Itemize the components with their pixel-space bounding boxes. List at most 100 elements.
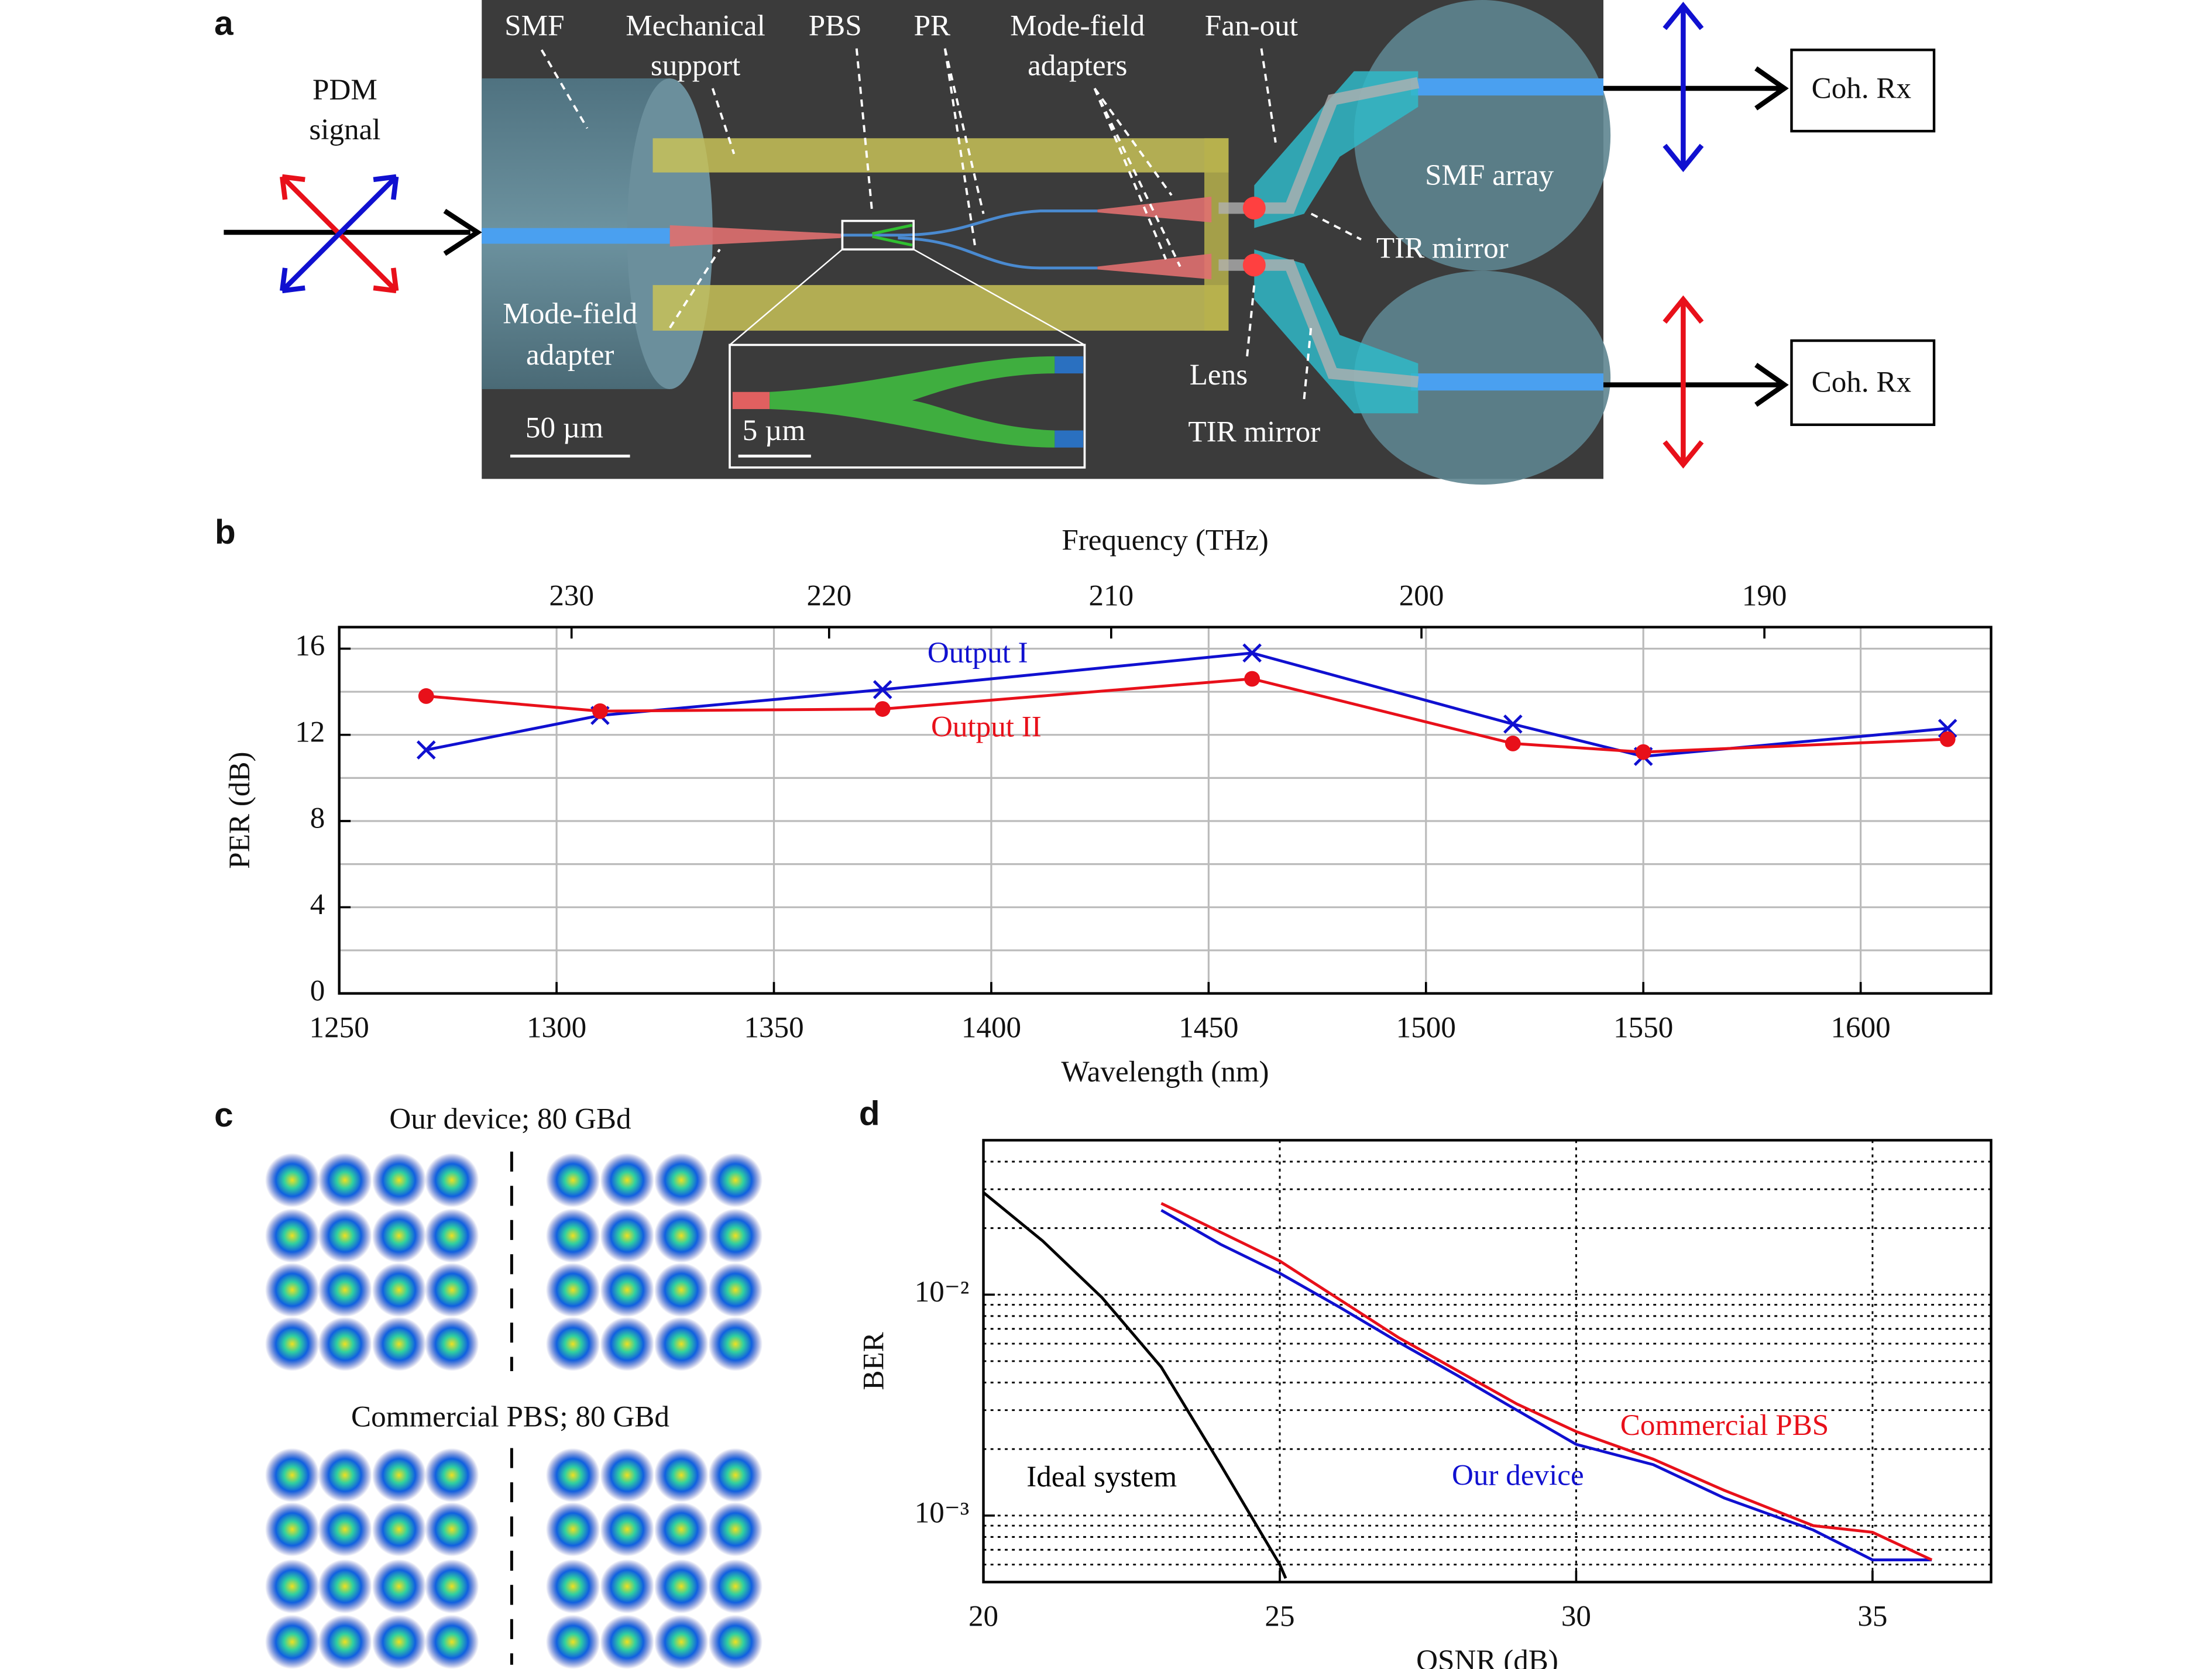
constellation-point (654, 1317, 709, 1371)
lens (1242, 253, 1266, 277)
x2-tick-label: 230 (549, 579, 594, 613)
constellation-point (600, 1153, 654, 1207)
constellation-point (600, 1502, 654, 1557)
taper (1097, 197, 1212, 222)
scale-label: 50 µm (525, 411, 603, 444)
constellation-point (318, 1262, 372, 1317)
output-arrow (1603, 66, 1789, 407)
constellation-point (708, 1153, 763, 1207)
series-line (1160, 1208, 1932, 1561)
panel-label: b (215, 513, 236, 551)
label: TIR mirror (1188, 415, 1320, 449)
constellation-point (654, 1448, 709, 1503)
receiver (1790, 49, 1936, 133)
constellation-point (424, 1208, 479, 1263)
label: Coh. Rx (1812, 72, 1911, 105)
marker (1635, 744, 1651, 760)
label: adapter (526, 338, 614, 372)
panel-label: a (214, 4, 233, 42)
label: TIR mirror (1376, 231, 1509, 265)
constellation-point (372, 1208, 427, 1263)
constellation-point (424, 1559, 479, 1614)
constellation-point (654, 1559, 709, 1614)
panel-label: c (214, 1096, 233, 1134)
constellation-point (318, 1153, 372, 1207)
receiver (1790, 339, 1936, 426)
chart: 0 4 8 12 16 1250 1300 1350 1400 1450 1500 1550 1600 2… (215, 513, 1993, 1088)
constellation-point (372, 1262, 427, 1317)
label: Coh. Rx (1812, 365, 1911, 399)
label: Fan-out (1205, 9, 1298, 42)
constellations: c Our device; 80 GBd Commercial PBS; 80 … (214, 1096, 763, 1669)
core (1411, 373, 1603, 391)
leader-lines (540, 48, 1362, 400)
marker (1503, 714, 1523, 734)
constellation-point (265, 1615, 320, 1669)
constellation-point (265, 1208, 320, 1263)
constellation-point (545, 1559, 600, 1614)
constellation-point (318, 1559, 372, 1614)
constellation-point (318, 1208, 372, 1263)
x-tick-label: 1550 (1613, 1011, 1673, 1045)
series-label: Our device (1452, 1458, 1584, 1492)
constellation-point (424, 1502, 479, 1557)
schematic-labels: a SMF Mechanical support PBS PR Mode-fie… (214, 4, 1911, 448)
constellation-point (372, 1317, 427, 1371)
x-tick-label: 1350 (744, 1011, 803, 1045)
constellation-title: Our device; 80 GBd (389, 1102, 631, 1135)
constellation-point (545, 1262, 600, 1317)
y-axis-label: PER (dB) (223, 751, 256, 868)
label: Mode-field (503, 297, 637, 330)
arrows (224, 1, 1936, 469)
series-line (426, 677, 1948, 754)
constellation-title: Commercial PBS; 80 GBd (351, 1400, 669, 1434)
constellation-point (545, 1615, 600, 1669)
series-label: Commercial PBS (1620, 1409, 1829, 1442)
plot-frame (982, 1139, 1993, 1584)
x-tick-label: 35 (1857, 1599, 1887, 1633)
taper (1097, 253, 1212, 280)
constellation-point (600, 1208, 654, 1263)
constellation-point (265, 1153, 320, 1207)
x-tick-label: 1450 (1179, 1011, 1238, 1045)
constellation-point (600, 1448, 654, 1503)
constellation-point (708, 1502, 763, 1557)
y-axis-label: BER (857, 1331, 891, 1390)
y-tick-label: 0 (310, 974, 325, 1007)
constellation-point (424, 1615, 479, 1669)
label: SMF (504, 9, 564, 42)
constellation-point (265, 1262, 320, 1317)
series-line (983, 1191, 1287, 1579)
label: PBS (809, 9, 862, 42)
x2-tick-label: 200 (1399, 579, 1444, 613)
chart: 10⁻³ 10⁻² 20 25 30 35 OSNR (dB) BER d Ideal syste… (857, 1094, 1993, 1669)
constellation-point (424, 1262, 479, 1317)
constellation-point (424, 1153, 479, 1207)
series-line (425, 651, 1948, 758)
x-tick-label: 1500 (1396, 1011, 1456, 1045)
marker (1505, 736, 1521, 751)
marker (416, 740, 436, 760)
constellation-point (265, 1502, 320, 1557)
label: Mode-field (1010, 9, 1145, 42)
x-tick-label: 1300 (527, 1011, 586, 1045)
y-tick-label: 8 (310, 802, 325, 835)
constellation-point (600, 1317, 654, 1371)
constellation-point (545, 1317, 600, 1371)
constellation-point (318, 1448, 372, 1503)
constellation-point (318, 1317, 372, 1371)
x2-tick-label: 210 (1088, 579, 1134, 613)
x-tick-label: 1250 (310, 1011, 369, 1045)
constellation-point (318, 1615, 372, 1669)
constellation-point (545, 1502, 600, 1557)
constellation-point (545, 1208, 600, 1263)
constellation-point (708, 1317, 763, 1371)
x-tick-label: 1600 (1830, 1011, 1890, 1045)
marker (1242, 643, 1262, 663)
constellation-point (654, 1153, 709, 1207)
constellation-point (372, 1448, 427, 1503)
x-tick-label: 30 (1561, 1599, 1591, 1633)
series-label: Output I (928, 636, 1028, 669)
constellation-point (708, 1559, 763, 1614)
